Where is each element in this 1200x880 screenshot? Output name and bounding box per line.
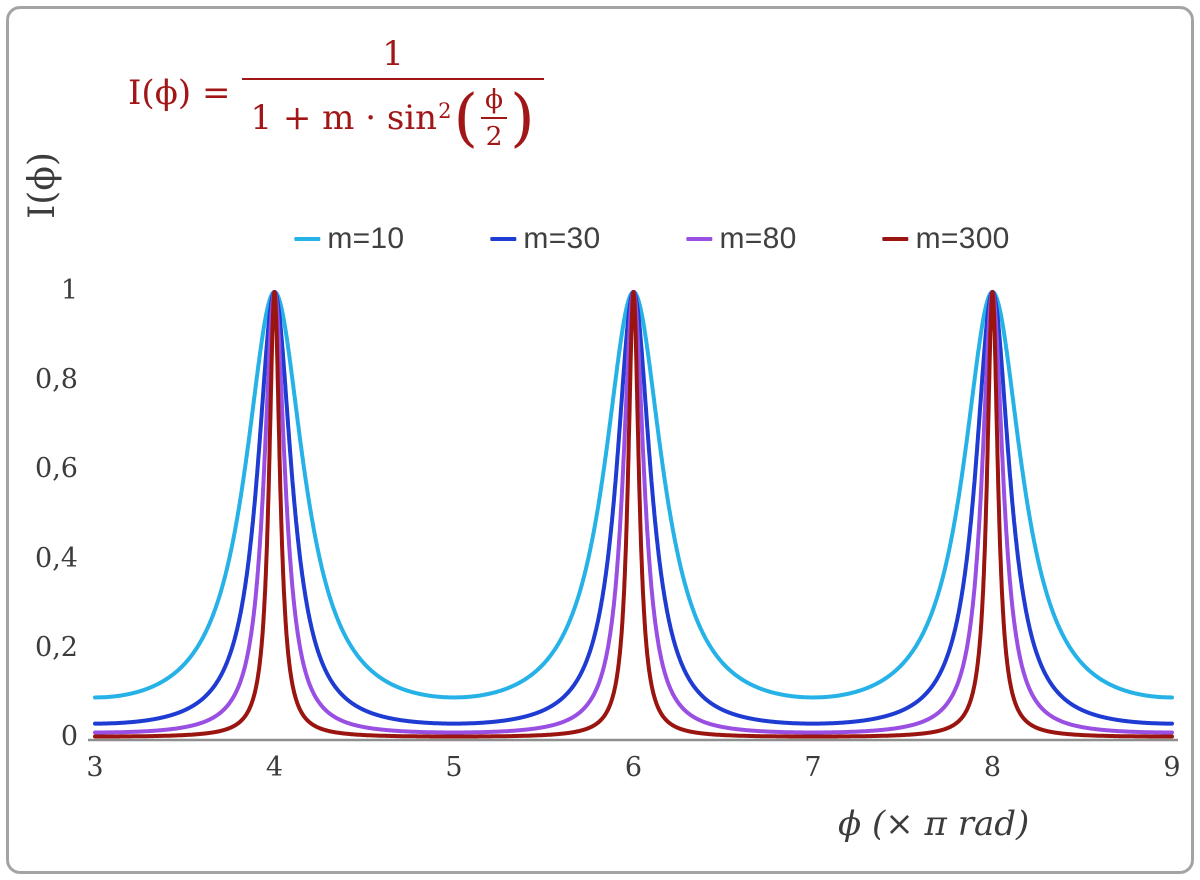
y-tick-label: 0,2: [35, 631, 78, 663]
curve-m=30: [93, 290, 1174, 726]
legend-label: m=10: [327, 222, 405, 255]
legend-label: m=300: [915, 222, 1010, 255]
close-paren: ): [510, 80, 535, 154]
legend-swatch: [294, 236, 321, 242]
legend-item-m=10: m=10: [294, 222, 404, 256]
inner-numerator: ϕ: [485, 84, 504, 115]
y-tick-label: 0: [60, 721, 78, 752]
sin-exponent: 2: [438, 98, 452, 124]
y-tick-label: 0,8: [35, 364, 78, 396]
y-axis-title-text: I(ϕ): [21, 151, 63, 219]
x-axis-title: ϕ (× π rad): [838, 804, 1030, 844]
inner-denominator: 2: [485, 121, 503, 152]
x-tick-label: 3: [86, 752, 104, 783]
curve-m=300: [93, 290, 1174, 739]
legend-item-m=80: m=80: [686, 222, 797, 256]
equation-lhs: I(ϕ) =: [128, 73, 231, 113]
denominator-prefix: 1 + m · sin: [250, 98, 438, 138]
x-tick-label: 6: [624, 752, 643, 783]
equation-fraction: 1 1 + m · sin 2 ( ϕ 2 ): [242, 34, 544, 152]
y-tick-label: 0,6: [35, 453, 78, 485]
x-tick-label: 4: [265, 752, 284, 783]
legend-swatch: [686, 236, 713, 242]
legend: m=10 m=30 m=80 m=300: [294, 222, 1009, 256]
y-axis-title: I(ϕ): [10, 118, 74, 252]
open-paren: (: [453, 80, 479, 154]
curve-m=80: [93, 290, 1174, 735]
legend-item-m=300: m=300: [882, 222, 1010, 256]
legend-swatch: [882, 236, 909, 242]
legend-label: m=80: [719, 222, 797, 255]
legend-item-m=30: m=30: [490, 222, 600, 256]
legend-label: m=30: [523, 222, 601, 255]
inner-fraction-bar: [481, 117, 508, 119]
x-tick-label: 5: [445, 752, 463, 783]
fraction-bar: [242, 78, 544, 80]
y-tick-label: 0,4: [35, 542, 78, 574]
legend-swatch: [490, 236, 517, 242]
phi-over-two-fraction: ϕ 2: [481, 84, 508, 152]
equation: I(ϕ) = 1 1 + m · sin 2 ( ϕ 2 ): [128, 34, 544, 152]
y-tick-label: 1: [60, 275, 78, 306]
x-tick-label: 9: [1163, 752, 1181, 783]
equation-numerator: 1: [382, 34, 404, 74]
chart-border: [6, 6, 1194, 874]
x-tick-label: 7: [804, 752, 822, 783]
x-tick-label: 8: [983, 752, 1002, 783]
equation-denominator: 1 + m · sin 2 ( ϕ 2 ): [242, 84, 543, 152]
